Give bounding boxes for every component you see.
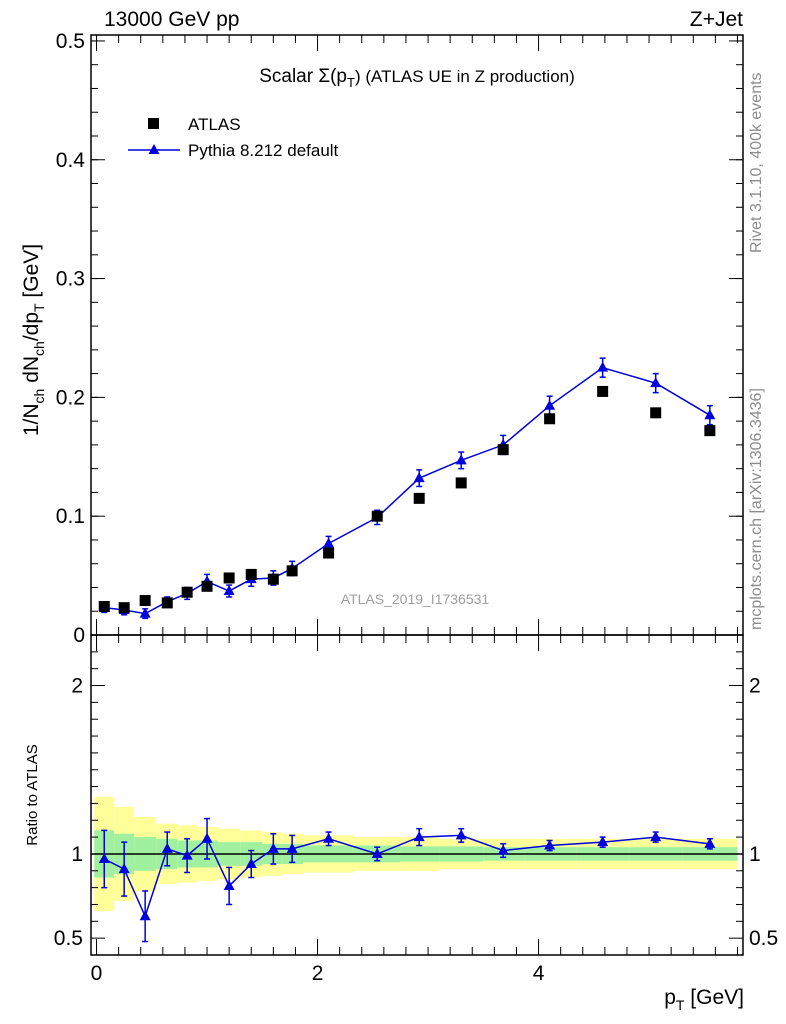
ratio-data-point: [245, 858, 257, 869]
analysis-watermark: ATLAS_2019_I1736531: [341, 591, 490, 607]
pythia-series-line: [104, 366, 711, 615]
ratio-data-point: [455, 829, 467, 840]
ratio-data-point: [267, 842, 279, 853]
legend-atlas-marker: [148, 118, 159, 129]
ratio-data-point: [413, 831, 425, 842]
atlas-data-point: [201, 580, 213, 592]
main-y-tick-label: 0: [73, 624, 85, 647]
ratio-y-axis-label: Ratio to ATLAS: [24, 744, 41, 845]
ratio-y-tick-label: 0.5: [54, 927, 83, 950]
title-prefix: Scalar Σ(p: [259, 66, 347, 87]
main-y-tick-label: 0.1: [56, 505, 85, 528]
atlas-data-point: [497, 444, 509, 456]
atlas-data-point: [704, 425, 716, 437]
ratio-y-tick-label: 2: [71, 675, 83, 698]
ratio-data-point: [201, 832, 213, 843]
xlabel-main: p: [664, 986, 676, 1009]
ratio-data-point: [597, 836, 609, 847]
header-right: Z+Jet: [690, 8, 743, 31]
legend-atlas-label: ATLAS: [188, 115, 241, 134]
pythia-data-point: [455, 454, 467, 465]
chart-title: Scalar Σ(pT) (ATLAS UE in Z production): [259, 66, 575, 90]
ratio-data-point: [161, 842, 173, 853]
atlas-data-point: [371, 510, 383, 522]
atlas-data-point: [455, 477, 467, 489]
xlabel-unit: [GeV]: [684, 986, 744, 1009]
legend: ATLAS Pythia 8.212 default: [128, 115, 339, 160]
ylabel-part2: dN: [20, 356, 43, 389]
x-axis-label: pT [GeV]: [664, 986, 744, 1013]
main-y-tick-label: 0.4: [56, 149, 86, 172]
pythia-data-point: [139, 607, 151, 618]
ratio-data-point: [544, 839, 556, 850]
atlas-data-point: [245, 568, 257, 580]
ylabel-part3: /dp: [20, 312, 43, 341]
legend-pythia-label: Pythia 8.212 default: [188, 141, 339, 160]
ylabel-sub3: T: [31, 303, 47, 312]
ratio-data-point: [286, 842, 298, 853]
main-y-tick-label: 0.2: [56, 386, 85, 409]
ratio-y-tick-label: 1: [71, 843, 83, 866]
ratio-plot-frame: [90, 634, 744, 956]
ratio-data-point: [704, 837, 716, 848]
x-tick-label: 2: [312, 962, 324, 985]
ylabel-sub2: ch: [31, 341, 47, 356]
side-rivet-info: Rivet 3.1.10, 400k events: [748, 72, 765, 253]
atlas-data-point: [544, 413, 556, 425]
atlas-data-point: [161, 597, 173, 609]
main-y-tick-label: 0.5: [56, 30, 85, 53]
ratio-y-tick-label-right: 1: [749, 843, 761, 866]
ratio-data-point: [323, 832, 335, 843]
atlas-data-point: [181, 586, 193, 598]
pythia-data-point: [704, 409, 716, 420]
atlas-data-point: [413, 492, 425, 504]
ratio-data-point: [98, 853, 110, 863]
xlabel-sub: T: [676, 997, 685, 1013]
ratio-y-tick-label-right: 0.5: [749, 927, 778, 950]
atlas-data-point: [118, 602, 130, 614]
pythia-data-point: [544, 399, 556, 410]
ratio-y-tick-label-right: 2: [749, 675, 761, 698]
pythia-data-point: [323, 537, 335, 548]
ylabel-unit: [GeV]: [20, 244, 43, 304]
x-tick-label: 4: [533, 962, 545, 985]
side-mcplots-info: mcplots.cern.ch [arXiv:1306.3436]: [748, 388, 765, 630]
atlas-data-point: [650, 407, 662, 419]
pythia-data-point: [413, 472, 425, 483]
main-y-tick-label: 0.3: [56, 268, 85, 291]
ratio-data-point: [223, 879, 235, 890]
atlas-data-point: [98, 600, 110, 612]
pythia-data-point: [650, 377, 662, 388]
ratio-data-point: [650, 831, 662, 842]
title-suffix: ) (ATLAS UE in Z production): [355, 67, 575, 86]
ratio-data-point: [139, 910, 151, 921]
x-tick-label: 0: [91, 962, 103, 985]
ratio-data-point: [118, 863, 130, 874]
ratio-data-point: [181, 849, 193, 860]
title-sub: T: [347, 75, 355, 90]
ratio-data-point: [497, 844, 509, 855]
atlas-data-point: [267, 573, 279, 585]
ylabel-part1: 1/N: [20, 403, 43, 436]
header-left: 13000 GeV pp: [104, 8, 239, 31]
legend-pythia-marker: [148, 144, 160, 154]
atlas-data-point: [597, 385, 609, 397]
atlas-data-point: [323, 547, 335, 559]
atlas-data-point: [223, 572, 235, 584]
atlas-data-point: [286, 565, 298, 577]
pythia-data-point: [597, 361, 609, 372]
pythia-data-point: [223, 585, 235, 596]
ylabel-sub1: ch: [31, 389, 47, 404]
ratio-data-point: [371, 847, 383, 858]
atlas-data-point: [139, 595, 151, 607]
main-y-axis-label: 1/Nch dNch/dpT [GeV]: [20, 244, 47, 436]
